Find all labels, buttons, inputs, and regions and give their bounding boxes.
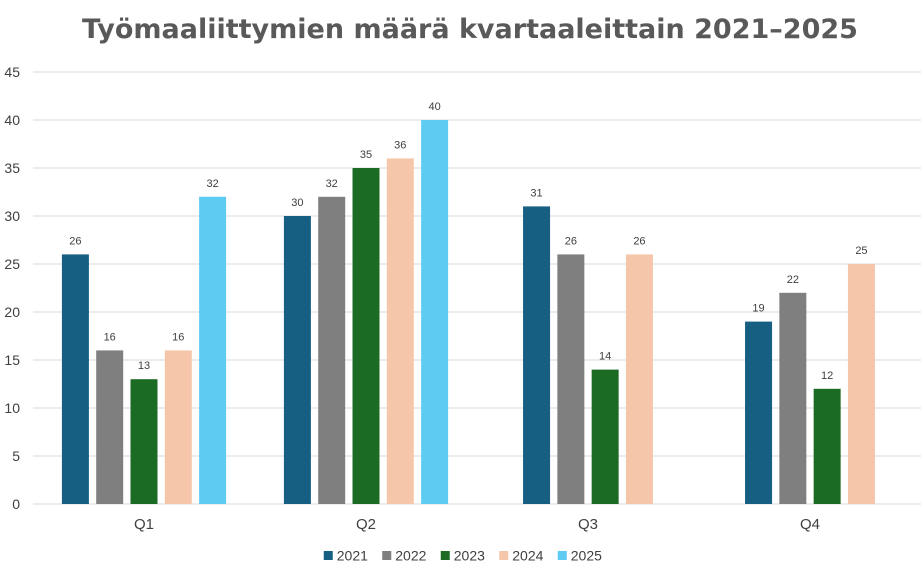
bar-2024-Q4 xyxy=(847,264,875,504)
bar-2024-Q2 xyxy=(386,158,414,504)
y-tick-label: 5 xyxy=(12,448,20,464)
legend-swatch-2022 xyxy=(382,551,392,560)
bar-2023-Q1 xyxy=(130,379,158,504)
data-label: 40 xyxy=(428,101,440,113)
data-label: 25 xyxy=(855,245,867,257)
legend-swatch-2021 xyxy=(323,551,333,560)
legend-label: 2025 xyxy=(571,548,602,564)
legend-swatch-2025 xyxy=(557,551,567,560)
bar-2021-Q3 xyxy=(523,206,551,504)
data-label: 16 xyxy=(172,331,184,343)
legend-swatch-2024 xyxy=(499,551,509,560)
data-label: 26 xyxy=(69,235,81,247)
data-labels: 26 16 13 16 32 30 32 35 36 40 31 26 14 26 19 22 12 25 xyxy=(69,101,867,382)
data-label: 26 xyxy=(565,235,577,247)
data-label: 32 xyxy=(326,178,338,190)
y-tick-label: 10 xyxy=(4,400,20,416)
data-label: 19 xyxy=(752,303,764,315)
legend-label: 2021 xyxy=(337,548,368,564)
legend-label: 2023 xyxy=(454,548,485,564)
data-label: 22 xyxy=(787,274,799,286)
data-label: 13 xyxy=(138,360,150,372)
y-tick-label: 0 xyxy=(12,496,20,512)
data-label: 35 xyxy=(360,149,372,161)
bar-2023-Q2 xyxy=(352,168,380,504)
y-tick-label: 35 xyxy=(4,160,20,176)
data-label: 16 xyxy=(104,331,116,343)
bar-2021-Q1 xyxy=(61,254,89,504)
y-tick-label: 40 xyxy=(4,112,20,128)
x-tick-label: Q4 xyxy=(800,516,820,533)
y-tick-label: 20 xyxy=(4,304,20,320)
data-label: 36 xyxy=(394,139,406,151)
bar-2022-Q4 xyxy=(779,292,807,504)
data-label: 12 xyxy=(821,370,833,382)
bar-2024-Q3 xyxy=(625,254,653,504)
data-label: 30 xyxy=(291,197,303,209)
x-tick-label: Q3 xyxy=(578,516,598,533)
bar-2022-Q1 xyxy=(96,350,124,504)
legend-label: 2022 xyxy=(395,548,426,564)
x-tick-label: Q2 xyxy=(356,516,376,533)
y-tick-label: 45 xyxy=(4,64,20,80)
y-axis: 0 5 10 15 20 25 30 35 40 45 xyxy=(4,64,20,512)
bar-2021-Q4 xyxy=(745,321,773,504)
y-tick-label: 30 xyxy=(4,208,20,224)
bar-2024-Q1 xyxy=(164,350,192,504)
legend: 2021 2022 2023 2024 2025 xyxy=(323,548,602,564)
bar-2022-Q2 xyxy=(318,196,346,505)
data-label: 14 xyxy=(599,351,611,363)
legend-swatch-2023 xyxy=(440,551,450,560)
legend-label: 2024 xyxy=(512,548,543,564)
x-tick-label: Q1 xyxy=(134,516,154,533)
bar-2025-Q2 xyxy=(421,120,449,504)
x-axis: Q1 Q2 Q3 Q4 xyxy=(134,516,820,533)
chart-title: Työmaaliittymien määrä kvartaaleittain 2… xyxy=(82,14,858,45)
data-label: 32 xyxy=(206,178,218,190)
bar-2025-Q1 xyxy=(199,196,227,505)
bar-2021-Q2 xyxy=(283,216,311,504)
bar-2023-Q4 xyxy=(813,388,841,504)
y-tick-label: 25 xyxy=(4,256,20,272)
y-tick-label: 15 xyxy=(4,352,20,368)
bar-2023-Q3 xyxy=(591,369,619,504)
bars xyxy=(61,120,875,505)
data-label: 31 xyxy=(530,187,542,199)
bar-2022-Q3 xyxy=(557,254,585,504)
data-label: 26 xyxy=(633,235,645,247)
